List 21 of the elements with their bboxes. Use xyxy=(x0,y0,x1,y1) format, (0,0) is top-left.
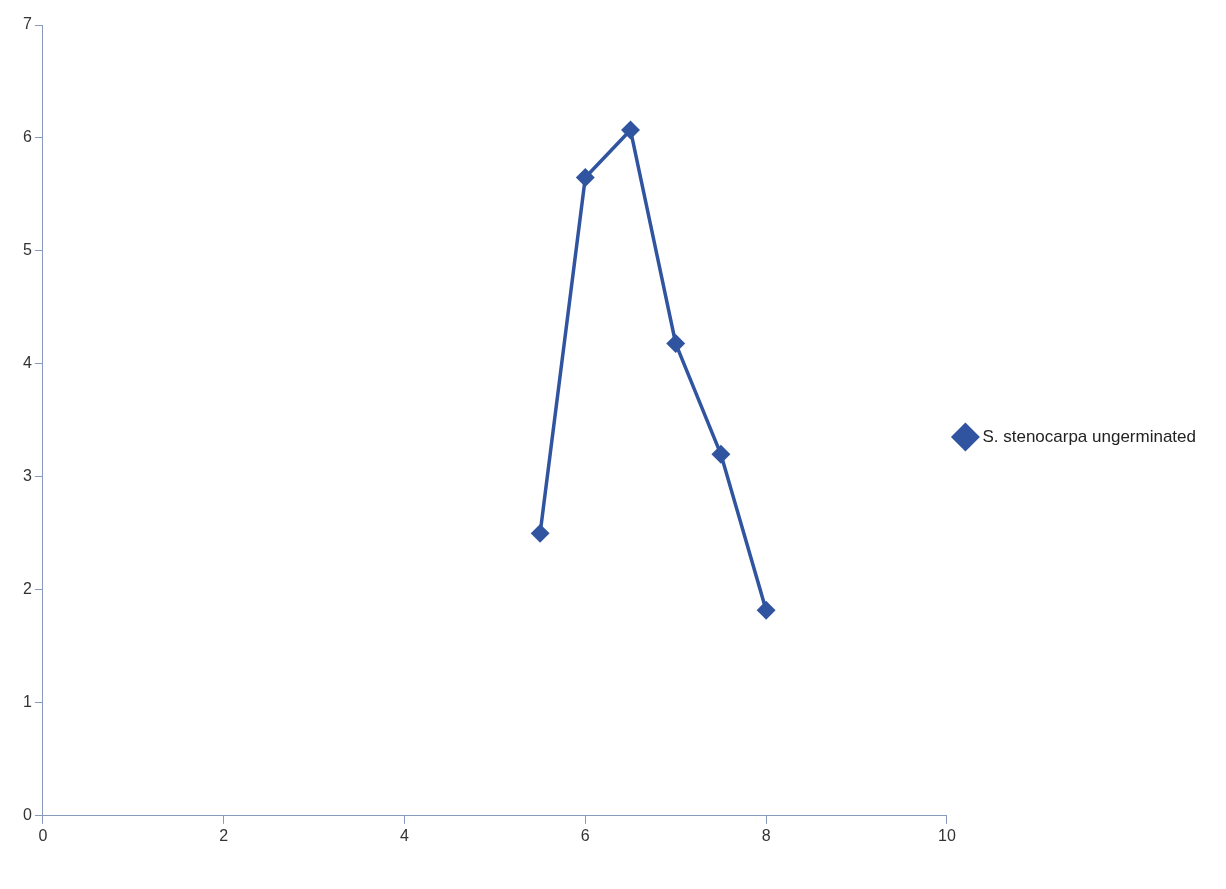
y-tick-label: 3 xyxy=(22,467,32,485)
y-tick-label: 4 xyxy=(22,354,32,372)
x-tick-label: 10 xyxy=(938,826,956,844)
point xyxy=(531,524,549,543)
x-tick-label: 0 xyxy=(38,826,48,844)
point xyxy=(621,121,640,139)
y-tick-label: 1 xyxy=(22,693,32,711)
x-tick-label: 8 xyxy=(761,826,771,844)
x-tick-label: 4 xyxy=(400,826,410,844)
point xyxy=(712,445,730,464)
y-tick-label: 7 xyxy=(22,15,32,33)
point xyxy=(576,168,595,187)
point xyxy=(666,334,685,353)
y-tick-label: 5 xyxy=(22,241,32,259)
y-tick-label: 2 xyxy=(22,580,32,598)
y-tick-label: 0 xyxy=(22,806,32,824)
legend-label: S. stenocarpa ungerminated xyxy=(982,426,1197,446)
y-tick-label: 6 xyxy=(22,128,32,146)
point xyxy=(757,601,775,619)
x-tick-label: 6 xyxy=(580,826,590,844)
x-tick-label: 2 xyxy=(219,826,229,844)
